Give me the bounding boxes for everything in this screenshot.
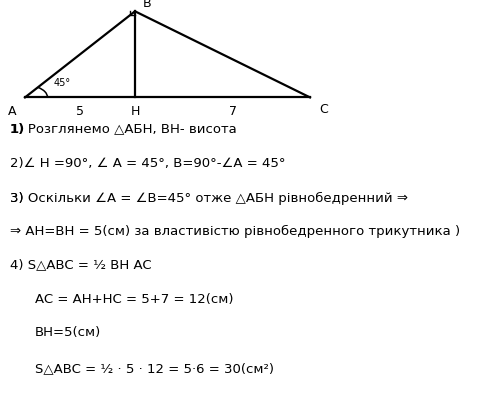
Text: 2)∠ H =90°, ∠ A = 45°, B=90°-∠A = 45°: 2)∠ H =90°, ∠ A = 45°, B=90°-∠A = 45° bbox=[10, 157, 285, 170]
Text: 3): 3) bbox=[10, 192, 28, 205]
Text: 3) Оскільки ∠A = ∠B=45° отже △АБН рівнобедренний ⇒: 3) Оскільки ∠A = ∠B=45° отже △АБН рівноб… bbox=[10, 192, 408, 205]
Text: 45°: 45° bbox=[54, 78, 71, 88]
Text: 1): 1) bbox=[10, 122, 25, 135]
Text: B: B bbox=[142, 0, 151, 10]
Text: 5: 5 bbox=[76, 104, 84, 117]
Text: 1) Розглянемо △АБН, ВН- висота: 1) Розглянемо △АБН, ВН- висота bbox=[10, 122, 237, 135]
Text: 4) S△ABC = ½ BH AC: 4) S△ABC = ½ BH AC bbox=[10, 257, 152, 270]
Text: AC = AH+HC = 5+7 = 12(см): AC = AH+HC = 5+7 = 12(см) bbox=[35, 292, 234, 305]
Text: A: A bbox=[8, 104, 17, 117]
Text: C: C bbox=[319, 103, 328, 116]
Text: ⇒ AH=BH = 5(см) за властивістю рівнобедренного трикутника ): ⇒ AH=BH = 5(см) за властивістю рівнобедр… bbox=[10, 225, 460, 238]
Text: H: H bbox=[130, 104, 140, 117]
Text: 7: 7 bbox=[228, 104, 236, 117]
Text: BH=5(см): BH=5(см) bbox=[35, 325, 101, 338]
Text: S△ABC = ½ · 5 · 12 = 5·6 = 30(см²): S△ABC = ½ · 5 · 12 = 5·6 = 30(см²) bbox=[35, 362, 274, 375]
